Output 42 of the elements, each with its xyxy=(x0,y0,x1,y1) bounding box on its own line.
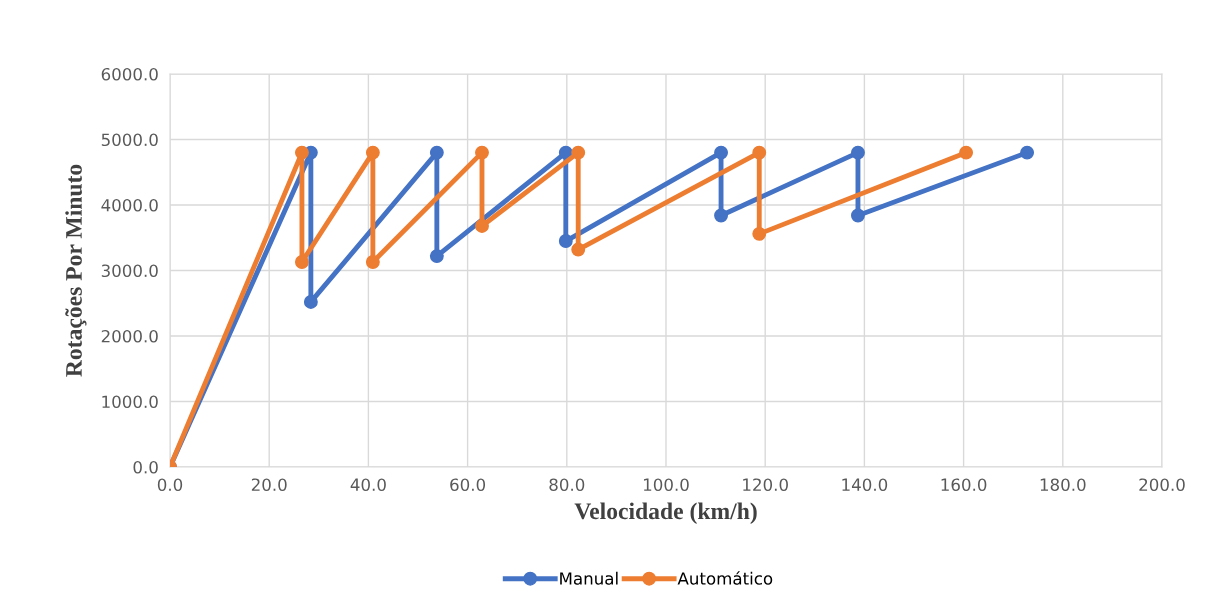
y-axis-title: Rotações Por Minuto xyxy=(65,164,87,377)
y-tick-label: 2000.0 xyxy=(101,329,158,343)
point xyxy=(851,208,865,223)
point xyxy=(558,234,573,248)
point xyxy=(303,294,318,309)
legend-label: Automático xyxy=(677,571,773,585)
y-tick-label: 0.0 xyxy=(133,460,158,474)
x-tick-label: 200.0 xyxy=(1139,478,1185,492)
y-tick-label: 3000.0 xyxy=(101,264,158,278)
x-tick-label: 80.0 xyxy=(549,478,585,492)
x-tick-label: 140.0 xyxy=(842,478,888,492)
point xyxy=(294,145,309,160)
y-tick-label: 4000.0 xyxy=(101,198,158,212)
point xyxy=(851,145,865,160)
x-tick-label: 160.0 xyxy=(941,478,987,492)
point xyxy=(752,226,767,241)
point xyxy=(365,145,380,160)
point xyxy=(1020,145,1035,160)
point xyxy=(475,145,489,160)
point xyxy=(475,219,489,233)
x-tick-label: 60.0 xyxy=(450,478,486,492)
x-tick-label: 40.0 xyxy=(350,478,386,492)
point xyxy=(714,145,729,160)
point xyxy=(752,145,767,160)
x-tick-label: 20.0 xyxy=(251,478,287,492)
x-tick-label: 100.0 xyxy=(643,478,689,492)
y-tick-label: 5000.0 xyxy=(101,133,158,147)
point xyxy=(714,208,729,223)
point xyxy=(429,249,444,264)
legend-label: Manual xyxy=(560,571,618,585)
x-axis-title: Velocidade (km/h) xyxy=(574,502,757,524)
point xyxy=(571,145,586,160)
point xyxy=(429,145,444,160)
point xyxy=(959,145,974,160)
point xyxy=(365,255,380,269)
y-tick-label: 1000.0 xyxy=(102,395,158,409)
x-tick-label: 120.0 xyxy=(743,478,788,492)
x-tick-label: 0.0 xyxy=(157,478,183,492)
x-tick-label: 180.0 xyxy=(1040,478,1086,492)
point xyxy=(294,255,309,269)
point xyxy=(571,242,586,257)
y-tick-label: 6000.0 xyxy=(101,67,158,81)
